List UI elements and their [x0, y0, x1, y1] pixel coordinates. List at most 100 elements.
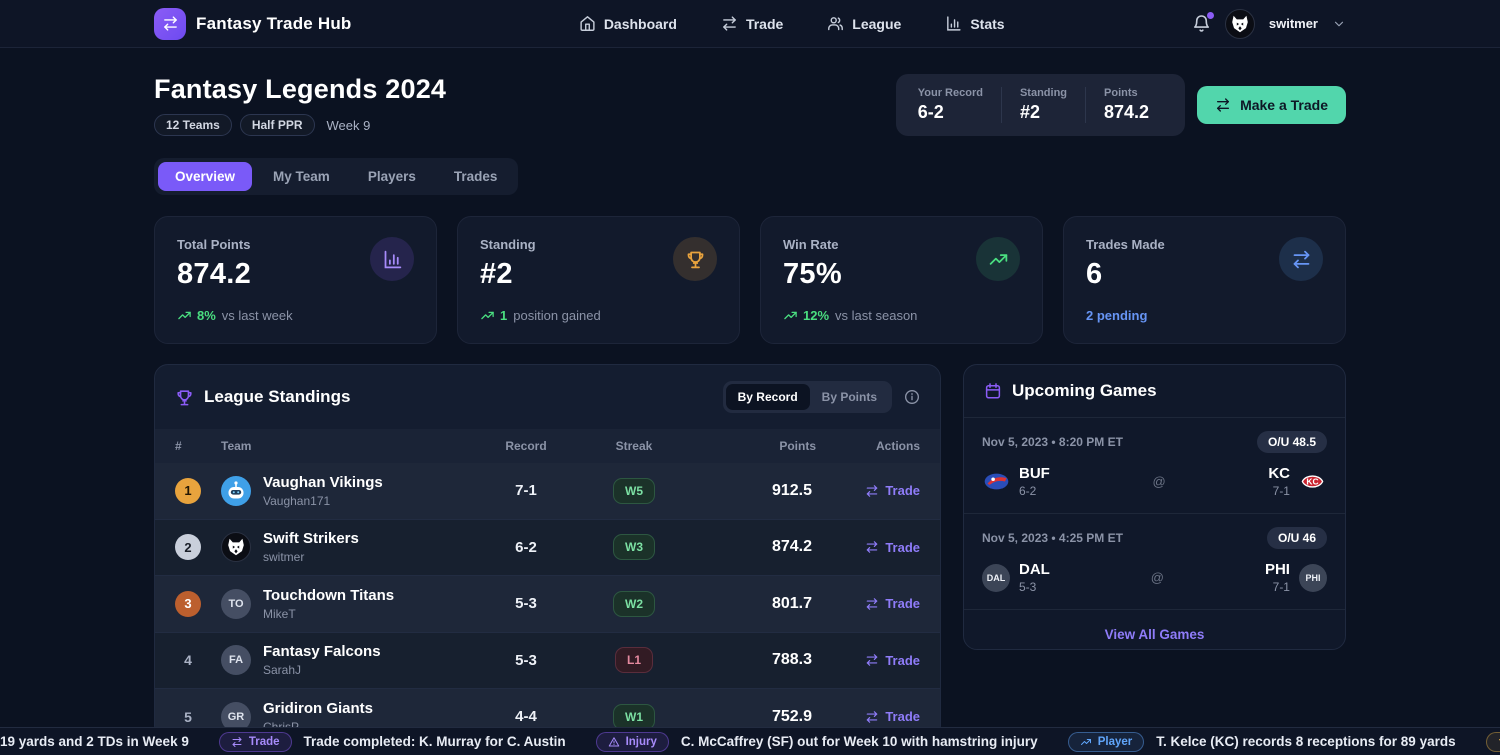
col-points: Points	[779, 439, 816, 453]
swap-icon	[1215, 97, 1231, 113]
trophy-icon	[673, 237, 717, 281]
streak-badge: W3	[613, 534, 655, 561]
ticker-item: 19 yards and 2 TDs in Week 9	[0, 734, 189, 749]
team-name: Fantasy Falcons	[263, 643, 381, 661]
table-row[interactable]: 4 FA Fantasy Falcons SarahJ 5-3 L1 788.3…	[155, 632, 940, 689]
record-value: 5-3	[515, 651, 537, 669]
toggle-by-points[interactable]: By Points	[821, 390, 877, 404]
col-rank: #	[175, 439, 182, 453]
upcoming-games-title: Upcoming Games	[1012, 381, 1157, 400]
make-a-trade-label: Make a Trade	[1240, 97, 1328, 113]
nav-trade[interactable]: Trade	[721, 15, 783, 32]
game-row[interactable]: Nov 5, 2023 • 4:25 PM ET O/U 46 DAL DAL …	[964, 514, 1345, 610]
away-team-record: 5-3	[1019, 580, 1037, 594]
notifications-button[interactable]	[1192, 12, 1214, 33]
stat-card-trades-made: Trades Made 6 2 pending	[1063, 216, 1346, 344]
ticker-text: Trade completed: K. Murray for C. Austin	[303, 734, 566, 749]
team-name: Vaughan Vikings	[263, 473, 383, 491]
tab-trades[interactable]: Trades	[453, 169, 498, 184]
trade-action-button[interactable]: Trade	[865, 653, 920, 668]
trade-action-button[interactable]: Trade	[865, 596, 920, 611]
notification-dot	[1206, 12, 1214, 19]
main-nav: Dashboard Trade League Stats	[392, 15, 1192, 32]
tab-overview[interactable]: Overview	[158, 162, 253, 191]
stat-note: vs last week	[221, 308, 293, 323]
away-team-abbr: DAL	[1019, 561, 1050, 578]
trade-action-button[interactable]: Trade	[865, 709, 920, 724]
view-all-games-link[interactable]: View All Games	[1104, 627, 1205, 642]
record-value: 7-1	[515, 482, 537, 500]
ticker-text: 19 yards and 2 TDs in Week 9	[0, 734, 189, 749]
chiefs-logo	[1299, 468, 1327, 496]
warning-icon	[608, 736, 620, 748]
pending-trades-note[interactable]: 2 pending	[1086, 308, 1148, 323]
info-icon[interactable]	[904, 389, 920, 405]
eagles-logo: PHI	[1298, 563, 1327, 592]
stat-value: 874.2	[177, 258, 252, 290]
your-record-label: Your Record	[917, 87, 983, 99]
make-a-trade-button[interactable]: Make a Trade	[1197, 86, 1346, 124]
swap-icon	[231, 736, 243, 748]
initials-avatar: FA	[221, 645, 251, 676]
bills-logo	[982, 468, 1010, 496]
standings-title: League Standings	[204, 387, 351, 406]
stat-card-total-points: Total Points 874.2 8% vs last week	[154, 216, 437, 344]
game-datetime: Nov 5, 2023 • 4:25 PM ET	[982, 531, 1123, 545]
trade-badge: Trade	[218, 731, 292, 752]
stat-value: 75%	[783, 258, 842, 290]
ticker-text: C. McCaffrey (SF) out for Week 10 with h…	[680, 734, 1038, 749]
stat-card-standing: Standing #2 1 position gained	[457, 216, 740, 344]
brand[interactable]: Fantasy Trade Hub	[154, 7, 352, 40]
divider	[1000, 87, 1002, 123]
team-owner: switmer	[263, 550, 305, 565]
streak-badge: W2	[613, 590, 655, 617]
toggle-by-record[interactable]: By Record	[725, 384, 810, 410]
trade-action-button[interactable]: Trade	[865, 483, 920, 498]
nav-league[interactable]: League	[827, 15, 901, 32]
stat-note: vs last season	[835, 308, 918, 323]
user-avatar[interactable]	[1224, 8, 1255, 39]
scoring-format-badge: Half PPR	[239, 114, 315, 136]
table-row[interactable]: 3 TO Touchdown Titans MikeT 5-3 W2 801.7…	[155, 576, 940, 633]
rank-badge: 3	[175, 590, 201, 617]
team-owner: MikeT	[263, 606, 296, 621]
stat-note: position gained	[513, 308, 601, 323]
waiver-badge: Waiver	[1485, 731, 1500, 752]
wolf-avatar	[221, 532, 251, 563]
record-value: 4-4	[515, 708, 537, 726]
table-row[interactable]: 2 Swift Strikers switmer 6-2 W3 874.2 Tr…	[155, 519, 940, 576]
nav-stats[interactable]: Stats	[945, 15, 1005, 32]
stat-value: #2	[480, 258, 513, 290]
game-row[interactable]: Nov 5, 2023 • 8:20 PM ET O/U 48.5 BUF 6-…	[964, 418, 1345, 514]
divider	[1085, 87, 1087, 123]
robot-avatar	[221, 475, 251, 506]
nav-dashboard[interactable]: Dashboard	[579, 15, 677, 32]
table-row[interactable]: 1 Vaughan Vikings Vaughan171 7-1 W5 912.…	[155, 463, 940, 520]
stat-delta: 12%	[803, 308, 830, 323]
trophy-icon	[175, 388, 194, 407]
chevron-down-icon[interactable]	[1332, 17, 1346, 31]
nav-trade-label: Trade	[745, 15, 784, 32]
nav-dashboard-label: Dashboard	[603, 15, 677, 32]
stat-label: Win Rate	[783, 237, 839, 252]
trending-up-icon	[1080, 736, 1092, 748]
sort-toggle: By Record By Points	[722, 381, 892, 413]
trending-up-icon	[783, 308, 798, 323]
stat-label: Standing	[480, 237, 536, 252]
trending-up-icon	[177, 308, 192, 323]
week-label: Week 9	[326, 117, 371, 133]
swap-icon	[1279, 237, 1323, 281]
game-datetime: Nov 5, 2023 • 8:20 PM ET	[982, 435, 1123, 449]
points-label: Points	[1104, 87, 1138, 99]
tab-my-team[interactable]: My Team	[273, 169, 330, 184]
standings-table-body: 1 Vaughan Vikings Vaughan171 7-1 W5 912.…	[155, 463, 940, 739]
points-value: 874.2	[1104, 102, 1150, 122]
trade-action-button[interactable]: Trade	[865, 540, 920, 555]
tab-players[interactable]: Players	[367, 169, 416, 184]
initials-avatar: GR	[221, 701, 251, 732]
col-record: Record	[505, 439, 547, 453]
streak-badge: W5	[613, 477, 655, 504]
swap-icon	[865, 653, 879, 667]
stat-card-win-rate: Win Rate 75% 12% vs last season	[760, 216, 1043, 344]
home-icon	[579, 15, 596, 32]
